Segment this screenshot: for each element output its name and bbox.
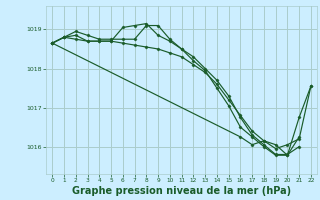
X-axis label: Graphe pression niveau de la mer (hPa): Graphe pression niveau de la mer (hPa)	[72, 186, 291, 196]
